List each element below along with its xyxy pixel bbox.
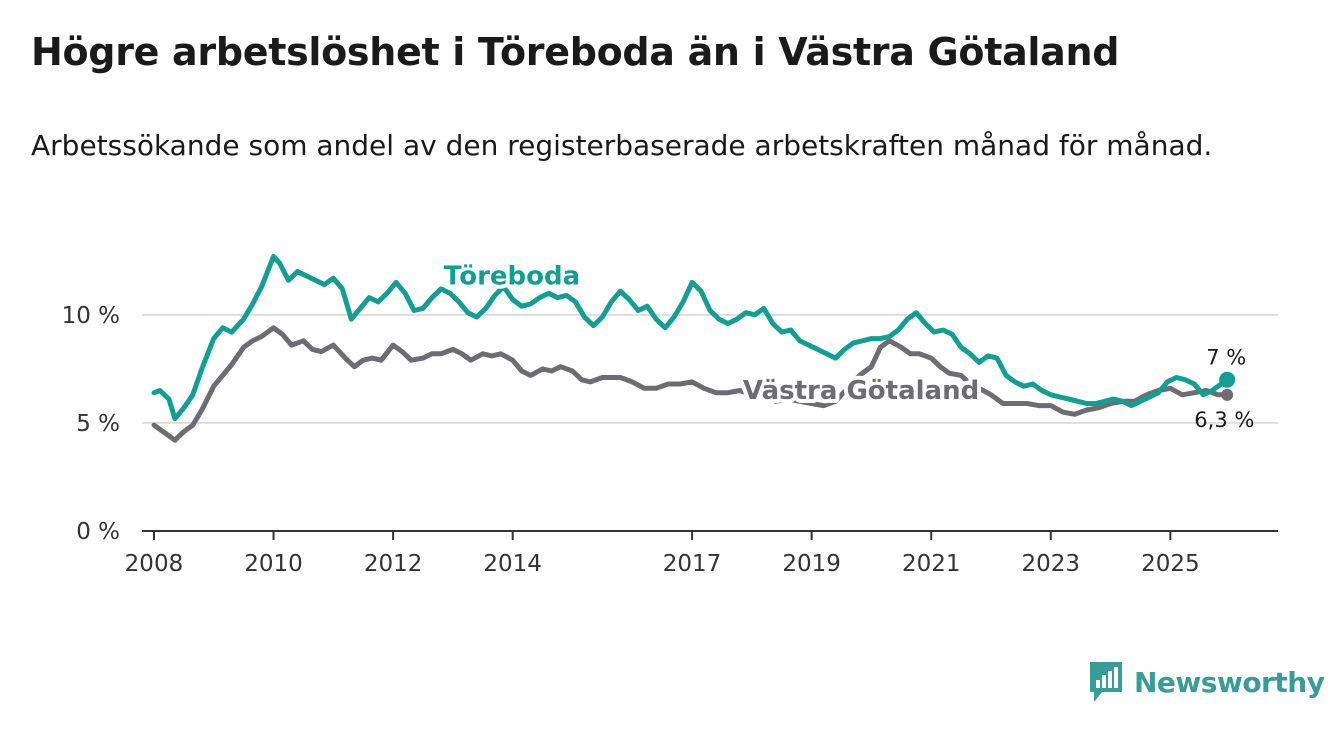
series-line-v-stra-g-taland [151, 325, 1230, 443]
series-layer [151, 254, 1236, 443]
x-tick-label: 2012 [364, 551, 423, 577]
x-tick-label: 2025 [1141, 551, 1200, 577]
chart-title: Högre arbetslöshet i Töreboda än i Västr… [31, 30, 1120, 74]
end-value-toreboda: 7 % [1206, 346, 1246, 370]
series-label-vastra-gotaland: Västra Götaland [743, 376, 979, 406]
x-tick-label: 2008 [125, 551, 184, 577]
newsworthy-logo: Newsworthy [1088, 660, 1325, 704]
y-tick-label: 5 % [76, 411, 120, 437]
grid-layer [142, 313, 1278, 424]
x-tick-label: 2019 [782, 551, 841, 577]
series-label-toreboda-halo: Töreboda [444, 262, 580, 292]
newsworthy-icon [1090, 662, 1122, 702]
axis-layer: 0 % 5 % 10 % 2008 2010 2012 2014 2017 2019 2021 20… [62, 303, 1278, 577]
end-marker-toreboda [1219, 371, 1236, 388]
series-line-t-reboda [151, 254, 1230, 422]
series-label-toreboda: Töreboda [444, 262, 580, 292]
y-tick-label: 0 % [76, 519, 120, 545]
end-marker-vastra-gotaland [1221, 388, 1234, 401]
x-tick-label: 2014 [483, 551, 542, 577]
series-label-vastra-gotaland-halo: Västra Götaland [743, 376, 979, 406]
x-tick-label: 2017 [663, 551, 722, 577]
y-tick-label: 10 % [62, 303, 120, 329]
x-tick-label: 2010 [244, 551, 303, 577]
brand-name: Newsworthy [1134, 665, 1325, 699]
x-tick-label: 2021 [902, 551, 961, 577]
x-tick-label: 2023 [1022, 551, 1081, 577]
chart-subtitle: Arbetssökande som andel av den registerb… [31, 129, 1213, 162]
end-value-vastra-gotaland: 6,3 % [1194, 408, 1254, 432]
